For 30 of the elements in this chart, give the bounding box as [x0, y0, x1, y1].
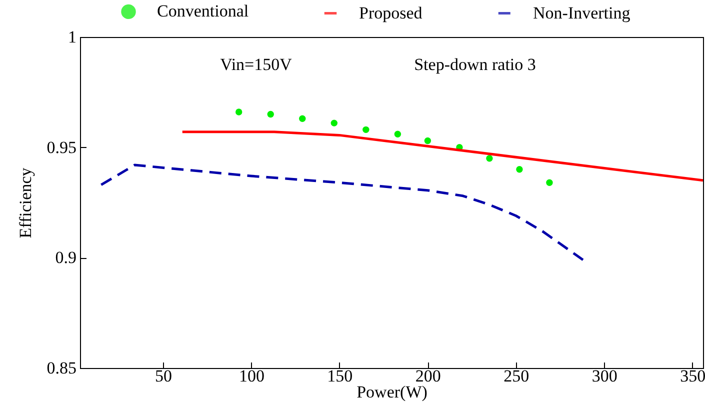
point: [299, 115, 306, 122]
y-tick-label: 0.9: [55, 248, 76, 268]
point: [394, 130, 402, 138]
y-axis-title: Efficiency: [16, 167, 35, 238]
line-series: [100, 164, 584, 262]
line-series: [181, 130, 703, 182]
point: [546, 179, 553, 186]
legend-label: Proposed: [359, 3, 423, 22]
point: [486, 155, 493, 162]
legend-label: Non-Inverting: [533, 3, 631, 22]
point: [330, 120, 338, 126]
annotation: Vin=150V: [220, 55, 293, 74]
annotation: Step-down ratio 3: [414, 55, 536, 74]
x-axis-title: Power(W): [356, 382, 428, 402]
x-tick-label: 150: [327, 366, 353, 386]
point: [235, 108, 242, 116]
point: [267, 110, 274, 118]
legend-label: Conventional: [157, 2, 249, 21]
point: [516, 166, 523, 173]
point: [362, 126, 370, 134]
y-tick-label: 1: [68, 28, 76, 46]
x-tick-label: 100: [238, 366, 264, 386]
x-tick-label: 200: [415, 366, 441, 386]
x-tick-label: 250: [504, 366, 530, 386]
x-tick-label: 350: [680, 366, 705, 386]
x-tick-label: 50: [154, 366, 172, 386]
y-tick-label: 0.85: [46, 358, 76, 378]
point: [424, 137, 432, 144]
y-tick-label: 0.95: [46, 138, 76, 157]
x-tick-label: 300: [592, 366, 618, 386]
